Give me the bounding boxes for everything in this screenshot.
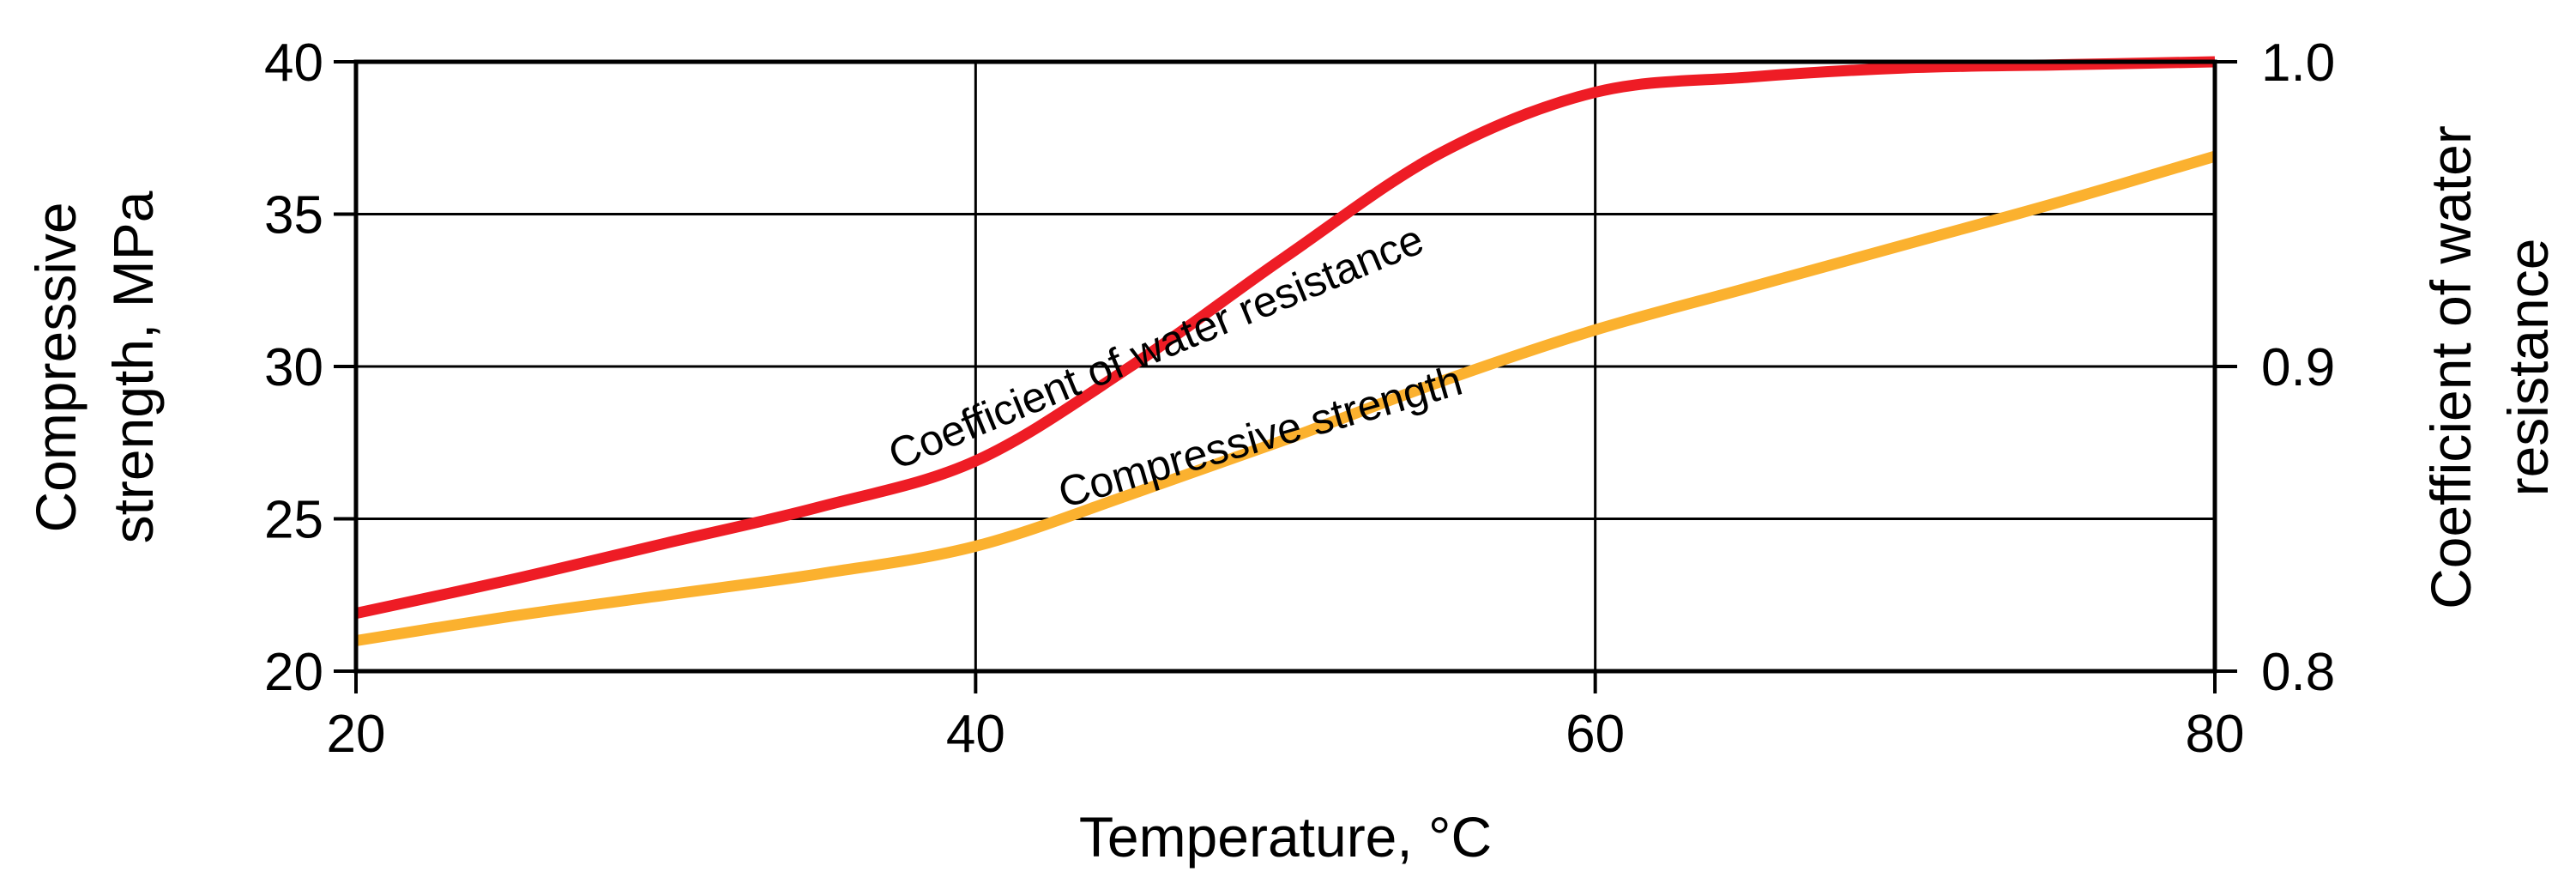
y-left-tick-label: 30: [264, 338, 323, 397]
x-tick-label: 40: [946, 705, 1005, 764]
y-left-tick-label: 20: [264, 643, 323, 702]
x-tick-label: 60: [1566, 705, 1625, 764]
curve-label-coefficient-of-water-resistance: Coefficient of water resistance: [882, 215, 1430, 479]
y-left-tick-label: 40: [264, 33, 323, 93]
y-right-axis-title-line: resistance: [2496, 239, 2560, 497]
y-left-axis-title-line: strength, MPa: [101, 191, 165, 543]
y-left-axis-title: Compressive strength, MPa: [24, 191, 165, 543]
series-lines: [354, 56, 2217, 646]
axis-ticks: 20 40 60 80 20 25 30 35 40 0.8 0.9 1.0: [264, 33, 2335, 764]
y-left-tick-label: 25: [264, 491, 323, 550]
y-right-tick-label: 0.8: [2261, 643, 2335, 702]
y-right-axis-title-line: Coefficient of water: [2419, 125, 2482, 609]
grid-lines: [356, 62, 2215, 671]
x-tick-label: 80: [2186, 705, 2245, 764]
series-line-compressive-strength: [354, 150, 2217, 646]
series-line-coefficient-of-water-resistance: [354, 56, 2216, 619]
y-left-tick-label: 35: [264, 186, 323, 245]
y-right-tick-label: 0.9: [2261, 338, 2335, 397]
y-right-tick-label: 1.0: [2261, 33, 2335, 93]
x-tick-label: 20: [327, 705, 386, 764]
y-right-axis-title: Coefficient of water resistance: [2419, 125, 2560, 609]
y-left-axis-title-line: Compressive: [24, 202, 87, 532]
x-axis-title: Temperature, °C: [1079, 805, 1492, 869]
